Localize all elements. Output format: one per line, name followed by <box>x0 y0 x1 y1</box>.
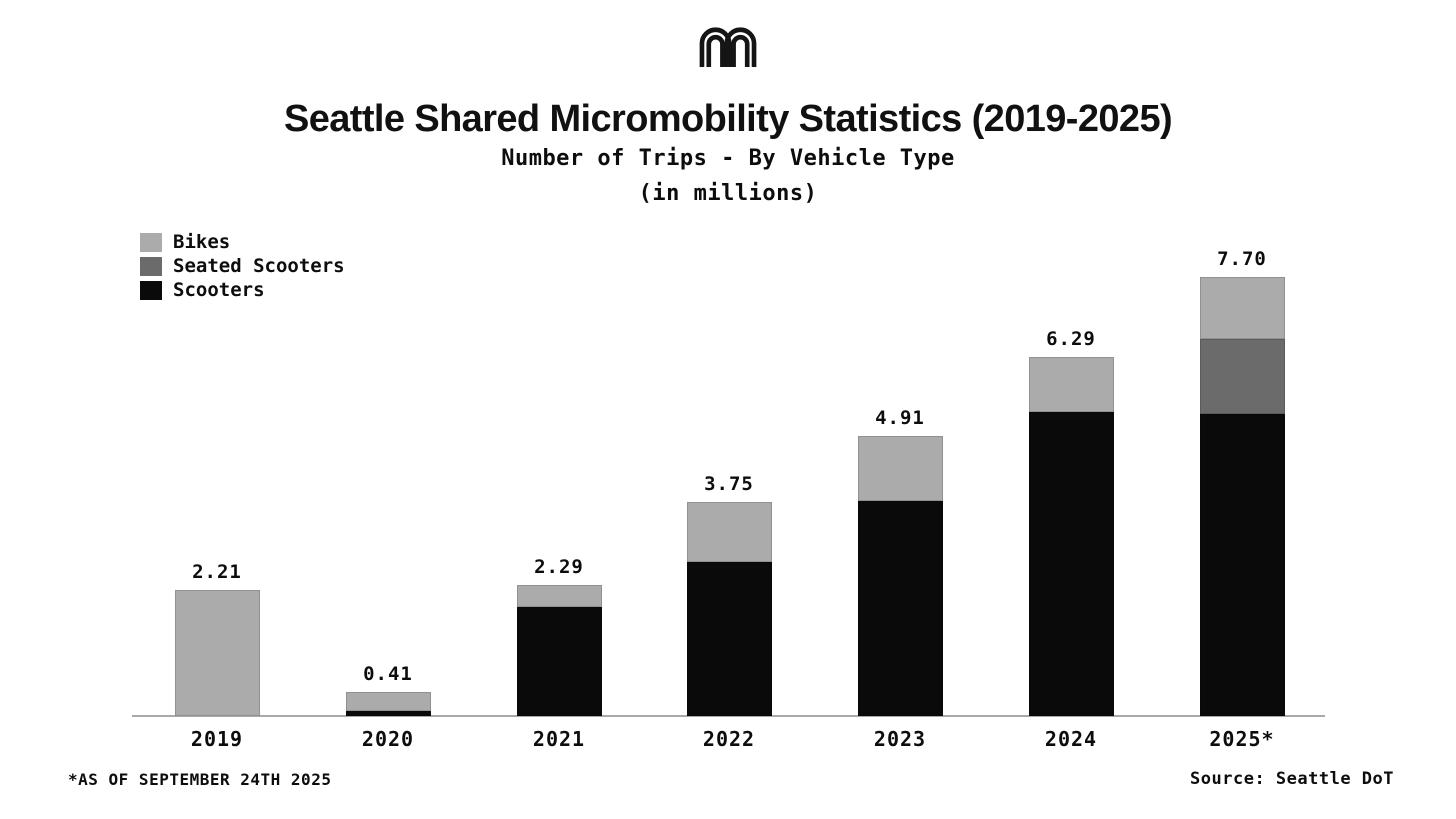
chart-subtitle: Number of Trips - By Vehicle Type <box>501 146 955 171</box>
seated-scooters-swatch-icon <box>140 256 162 276</box>
bar-segment-seated-scooters <box>1199 339 1285 414</box>
bar-segment-scooters <box>1199 414 1285 716</box>
source-credit: Source: Seattle DoT <box>1190 769 1394 789</box>
chart-subtitle-units: (in millions) <box>638 181 818 206</box>
bar-segment-bikes <box>174 590 260 716</box>
bar-segment-bikes <box>1199 277 1285 339</box>
legend-item-scooters: Scooters <box>140 278 345 302</box>
x-axis-line <box>132 715 1325 717</box>
bar-value-label: 2.29 <box>534 556 584 578</box>
legend-item-bikes: Bikes <box>140 230 345 254</box>
bar-segment-scooters <box>345 711 431 716</box>
legend-label: Bikes <box>173 231 231 253</box>
bar-value-label: 4.91 <box>875 407 925 429</box>
legend-label: Scooters <box>173 279 265 301</box>
chart-legend: Bikes Seated Scooters Scooters <box>140 230 345 302</box>
x-axis-tick-label: 2021 <box>532 727 586 751</box>
x-axis-tick-label: 2019 <box>190 727 244 751</box>
page-title: Seattle Shared Micromobility Statistics … <box>283 98 1173 141</box>
bikes-swatch-icon <box>140 232 162 252</box>
bar-segment-scooters <box>857 501 943 716</box>
legend-item-seated-scooters: Seated Scooters <box>140 254 345 278</box>
legend-label: Seated Scooters <box>173 255 345 277</box>
bar-segment-bikes <box>345 692 431 711</box>
x-axis-tick-label: 2024 <box>1044 727 1098 751</box>
bar-segment-bikes <box>516 585 602 607</box>
bar-value-label: 0.41 <box>363 663 413 685</box>
bar-segment-bikes <box>857 436 943 501</box>
x-axis-tick-label: 2022 <box>702 727 756 751</box>
bar-segment-scooters <box>1028 412 1114 716</box>
x-axis-tick-label: 2023 <box>873 727 927 751</box>
scooters-swatch-icon <box>140 280 162 300</box>
bar-value-label: 7.70 <box>1217 248 1267 270</box>
bar-value-label: 6.29 <box>1046 328 1096 350</box>
x-axis-tick-label: 2020 <box>361 727 415 751</box>
bar-segment-bikes <box>686 502 772 562</box>
footnote: *AS OF SEPTEMBER 24TH 2025 <box>68 770 332 789</box>
bar-segment-scooters <box>516 607 602 716</box>
bar-value-label: 2.21 <box>192 561 242 583</box>
micromobility-arches-logo <box>697 21 759 71</box>
x-axis-tick-label: 2025* <box>1209 727 1275 751</box>
bar-value-label: 3.75 <box>704 473 754 495</box>
bar-segment-scooters <box>686 562 772 716</box>
bar-segment-bikes <box>1028 357 1114 412</box>
